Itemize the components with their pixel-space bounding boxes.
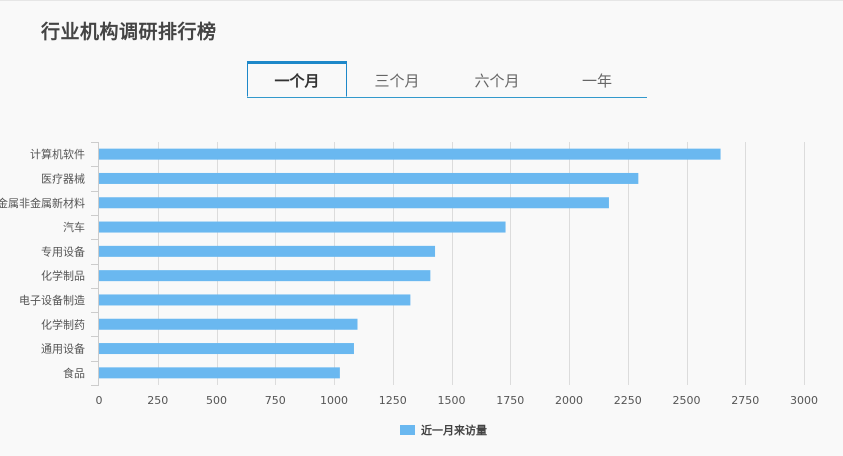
bar[interactable] xyxy=(99,172,639,184)
bar[interactable] xyxy=(99,367,340,379)
y-tick-label: 化学制药 xyxy=(41,317,85,331)
x-tick-label: 2500 xyxy=(673,394,701,407)
bar[interactable] xyxy=(99,245,436,257)
x-tick-label: 2000 xyxy=(555,394,583,407)
x-tick-label: 1750 xyxy=(496,394,524,407)
bar[interactable] xyxy=(99,197,609,209)
bar[interactable] xyxy=(99,318,358,330)
y-tick-label: 食品 xyxy=(63,366,85,380)
tab-one-month[interactable]: 一个月 xyxy=(247,61,347,97)
legend-swatch xyxy=(400,425,415,435)
tab-three-months[interactable]: 三个月 xyxy=(374,72,420,90)
x-tick-label: 1500 xyxy=(438,394,466,407)
x-tick-label: 1000 xyxy=(320,394,348,407)
bar[interactable] xyxy=(99,294,411,306)
x-tick-label: 2250 xyxy=(614,394,642,407)
x-tick-label: 500 xyxy=(206,394,227,407)
x-tick-label: 2750 xyxy=(731,394,759,407)
y-tick-label: 通用设备 xyxy=(41,342,85,356)
y-tick-label: 医疗器械 xyxy=(41,171,85,185)
x-tick-label: 3000 xyxy=(790,394,818,407)
top-divider xyxy=(0,0,843,1)
y-tick-label: 计算机软件 xyxy=(30,147,85,161)
x-tick-label: 750 xyxy=(265,394,286,407)
tab-one-year[interactable]: 一年 xyxy=(581,72,612,90)
y-tick-label: 金属非金属新材料 xyxy=(0,196,85,210)
page-title: 行业机构调研排行榜 xyxy=(41,21,217,43)
tab-six-months[interactable]: 六个月 xyxy=(474,72,520,90)
y-tick-label: 汽车 xyxy=(63,220,85,234)
bar[interactable] xyxy=(99,148,721,160)
y-tick-label: 电子设备制造 xyxy=(19,293,85,307)
y-tick-label: 化学制品 xyxy=(41,269,85,283)
chart-legend[interactable]: 近一月来访量 xyxy=(400,423,487,437)
x-tick-label: 250 xyxy=(147,394,168,407)
y-tick-label: 专用设备 xyxy=(41,244,85,258)
x-tick-label: 1250 xyxy=(379,394,407,407)
x-tick-label: 0 xyxy=(96,394,103,407)
bar[interactable] xyxy=(99,270,431,282)
legend-label: 近一月来访量 xyxy=(421,424,487,437)
period-tabs: 一个月 三个月 六个月 一年 xyxy=(247,61,647,98)
bar[interactable] xyxy=(99,343,354,355)
bar[interactable] xyxy=(99,221,506,233)
